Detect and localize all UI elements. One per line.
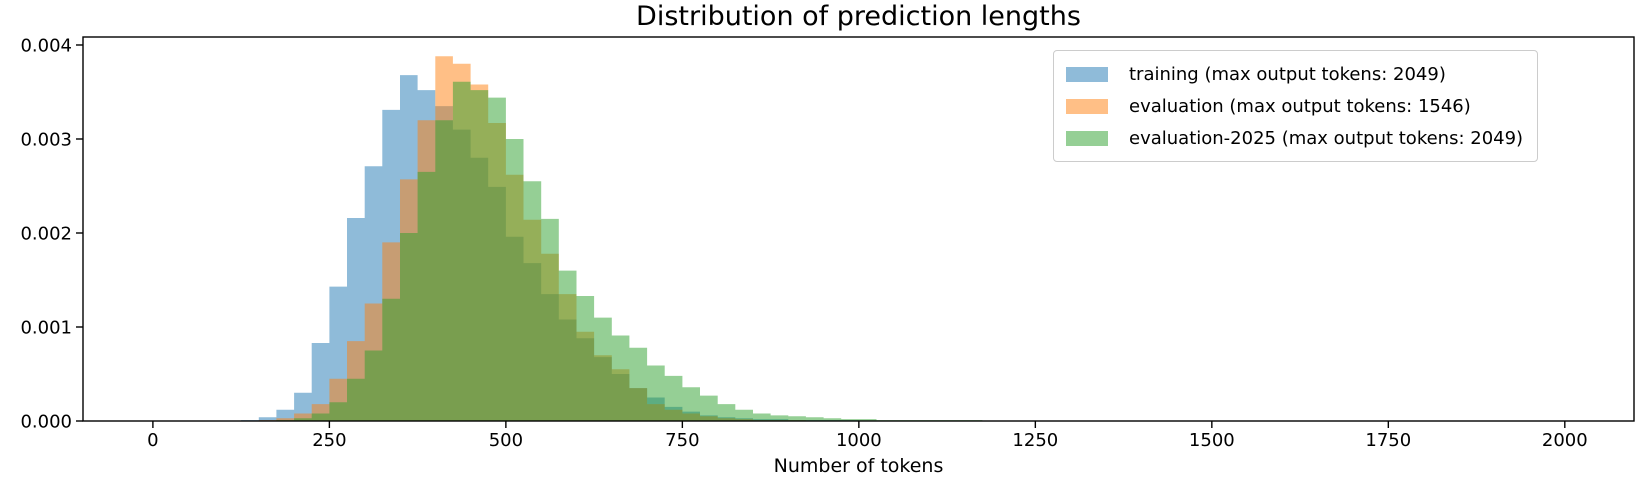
x-tick-label: 2000 — [1542, 430, 1588, 451]
legend-item-evaluation-2025: evaluation-2025 (max output tokens: 2049… — [1066, 122, 1523, 154]
legend-swatch-evaluation-2025 — [1066, 130, 1108, 146]
x-tick-label: 250 — [312, 430, 346, 451]
legend-swatch-evaluation — [1066, 98, 1108, 114]
legend-item-training: training (max output tokens: 2049) — [1066, 58, 1523, 90]
histogram-series-2 — [241, 81, 1018, 421]
legend: training (max output tokens: 2049) evalu… — [1053, 50, 1539, 162]
legend-item-evaluation: evaluation (max output tokens: 1546) — [1066, 90, 1523, 122]
legend-swatch-training — [1066, 66, 1108, 82]
y-tick-label: 0.004 — [20, 35, 72, 56]
x-tick-label: 1500 — [1189, 430, 1235, 451]
legend-label-evaluation: evaluation (max output tokens: 1546) — [1129, 95, 1471, 117]
x-tick-label: 1000 — [836, 430, 882, 451]
x-tick-label: 500 — [489, 430, 523, 451]
x-tick-label: 1250 — [1012, 430, 1058, 451]
y-tick-label: 0.003 — [20, 129, 72, 150]
chart-title: Distribution of prediction lengths — [636, 1, 1081, 32]
legend-label-training: training (max output tokens: 2049) — [1129, 63, 1446, 85]
legend-label-evaluation-2025: evaluation-2025 (max output tokens: 2049… — [1129, 127, 1524, 149]
x-tick-label: 750 — [665, 430, 699, 451]
y-tick-label: 0.001 — [20, 317, 72, 338]
x-axis-label: Number of tokens — [773, 455, 944, 477]
y-tick-label: 0.002 — [20, 223, 72, 244]
y-tick-label: 0.000 — [20, 412, 72, 433]
x-tick-label: 0 — [147, 430, 158, 451]
x-tick-label: 1750 — [1365, 430, 1411, 451]
